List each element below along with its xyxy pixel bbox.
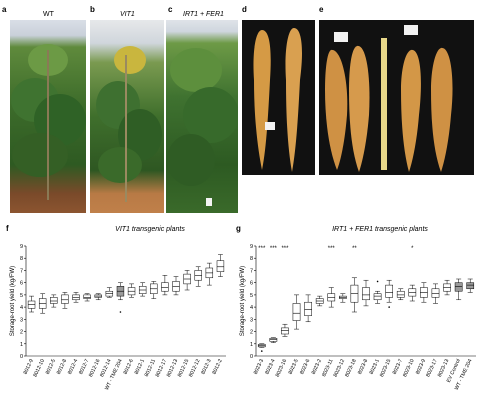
significance-marker: ***: [281, 246, 289, 252]
box-outlier: [376, 280, 379, 283]
box-iqr: [269, 338, 278, 342]
box-iqr: [216, 260, 225, 272]
panel-title-e-left: WT-TME 204: [330, 11, 372, 18]
x-tick-label: 8023-5: [288, 358, 300, 375]
box-iqr: [161, 282, 169, 292]
y-tick-label: 0: [20, 354, 23, 360]
box-iqr: [61, 294, 69, 304]
y-axis-label: Storage-root yield (kg/FW): [10, 266, 16, 336]
significance-marker: *: [411, 246, 414, 252]
irt1-foliage: [167, 48, 238, 206]
box-outlier: [119, 311, 122, 313]
y-tick-label: 4: [20, 305, 23, 311]
box-iqr: [373, 293, 382, 301]
y-tick-label: 7: [250, 268, 253, 274]
y-tick-label: 5: [20, 293, 23, 299]
box-iqr: [362, 287, 370, 301]
vit1-foliage: [96, 46, 162, 202]
box-outlier: [260, 350, 263, 352]
y-tick-label: 1: [250, 342, 253, 348]
x-tick-label: 8023-3: [253, 358, 265, 375]
x-tick-label: 8023-15: [379, 358, 393, 378]
box-iqr: [50, 297, 58, 304]
photo-wt-plant: [10, 20, 86, 213]
box-iqr: [304, 301, 312, 316]
significance-marker: **: [352, 246, 357, 252]
panel-label-e: e: [319, 5, 324, 14]
chart-g-title: IRT1 + FER1 transgenic plants: [332, 226, 428, 233]
x-tick-label: 8023-7: [392, 358, 404, 375]
panel-label-b: b: [90, 5, 95, 14]
y-tick-label: 8: [20, 256, 23, 262]
panel-title-c: IRT1 + FER1: [183, 11, 224, 18]
photo-roots-irt1-fer1: [319, 20, 474, 175]
panel-label-d: d: [242, 5, 247, 14]
x-tick-label: 8012-2: [211, 358, 223, 375]
x-tick-label: 8023-8: [357, 358, 369, 375]
y-tick-label: 7: [20, 268, 23, 274]
vit1-roots: [253, 28, 302, 172]
x-tick-label: 8023-18: [344, 358, 358, 378]
x-tick-label: 8023-16: [275, 358, 289, 378]
chart-f-title: VIT1 transgenic plants: [115, 226, 185, 233]
y-tick-label: 3: [250, 317, 253, 323]
y-tick-label: 6: [250, 281, 253, 287]
photo-vit1-plant: [90, 20, 164, 213]
y-tick-label: 5: [250, 293, 253, 299]
box-iqr: [292, 303, 301, 321]
significance-marker: ***: [270, 246, 278, 252]
x-tick-label: 8023-1: [369, 358, 381, 375]
panel-label-c: c: [168, 5, 173, 14]
y-tick-label: 4: [250, 305, 253, 311]
box-iqr: [83, 294, 91, 299]
x-tick-label: 8023-4: [264, 358, 276, 375]
y-axis-label: Storage-root yield (kg/FW): [240, 266, 246, 336]
y-tick-label: 3: [20, 317, 23, 323]
panel-title-b: VIT1: [120, 11, 135, 18]
y-tick-label: 9: [250, 244, 253, 250]
y-tick-label: 2: [250, 330, 253, 336]
panel-title-a: WT: [43, 11, 54, 18]
x-tick-label: 8023-9: [415, 358, 427, 375]
y-tick-label: 0: [250, 354, 253, 360]
chart-g: 0 1 2 3 4 5 6 7 8 9 Storage-root yield (kg/FW) 8023…: [240, 244, 476, 391]
panel-label-g: g: [236, 224, 241, 233]
y-tick-label: 2: [20, 330, 23, 336]
box-outlier: [388, 306, 390, 308]
x-tick-label: 8023-6: [299, 358, 311, 375]
panel-label-f: f: [6, 224, 9, 233]
box-iqr: [454, 282, 463, 292]
y-tick-label: 9: [20, 244, 23, 250]
x-tick-label: 8023-2: [311, 358, 323, 375]
photo-irt1-fer1-plant: [166, 20, 238, 213]
wt-foliage: [11, 44, 86, 200]
box-iqr: [396, 290, 405, 298]
chart-f: 0 1 2 3 4 5 6 7 8 9 Storage-root yield (kg/FW) 8012…: [10, 244, 226, 391]
panel-label-a: a: [2, 5, 7, 14]
significance-marker: ***: [328, 246, 336, 252]
y-tick-label: 8: [250, 256, 253, 262]
box-iqr: [466, 282, 475, 290]
significance-marker: ***: [258, 246, 266, 252]
box-iqr: [385, 284, 393, 298]
box-iqr: [281, 327, 289, 335]
panel-title-d-left: WT-TME 204: [246, 11, 288, 18]
x-tick-label: 8023-10: [402, 358, 416, 378]
panel-title-e-right: IRT1 + FER1: [398, 11, 439, 18]
box-iqr: [431, 288, 440, 298]
y-tick-label: 1: [20, 342, 23, 348]
irt1-roots: [325, 25, 453, 172]
panel-title-d-right: VIT1: [295, 11, 310, 18]
y-tick-label: 6: [20, 281, 23, 287]
photo-roots-vit1: [242, 20, 315, 175]
